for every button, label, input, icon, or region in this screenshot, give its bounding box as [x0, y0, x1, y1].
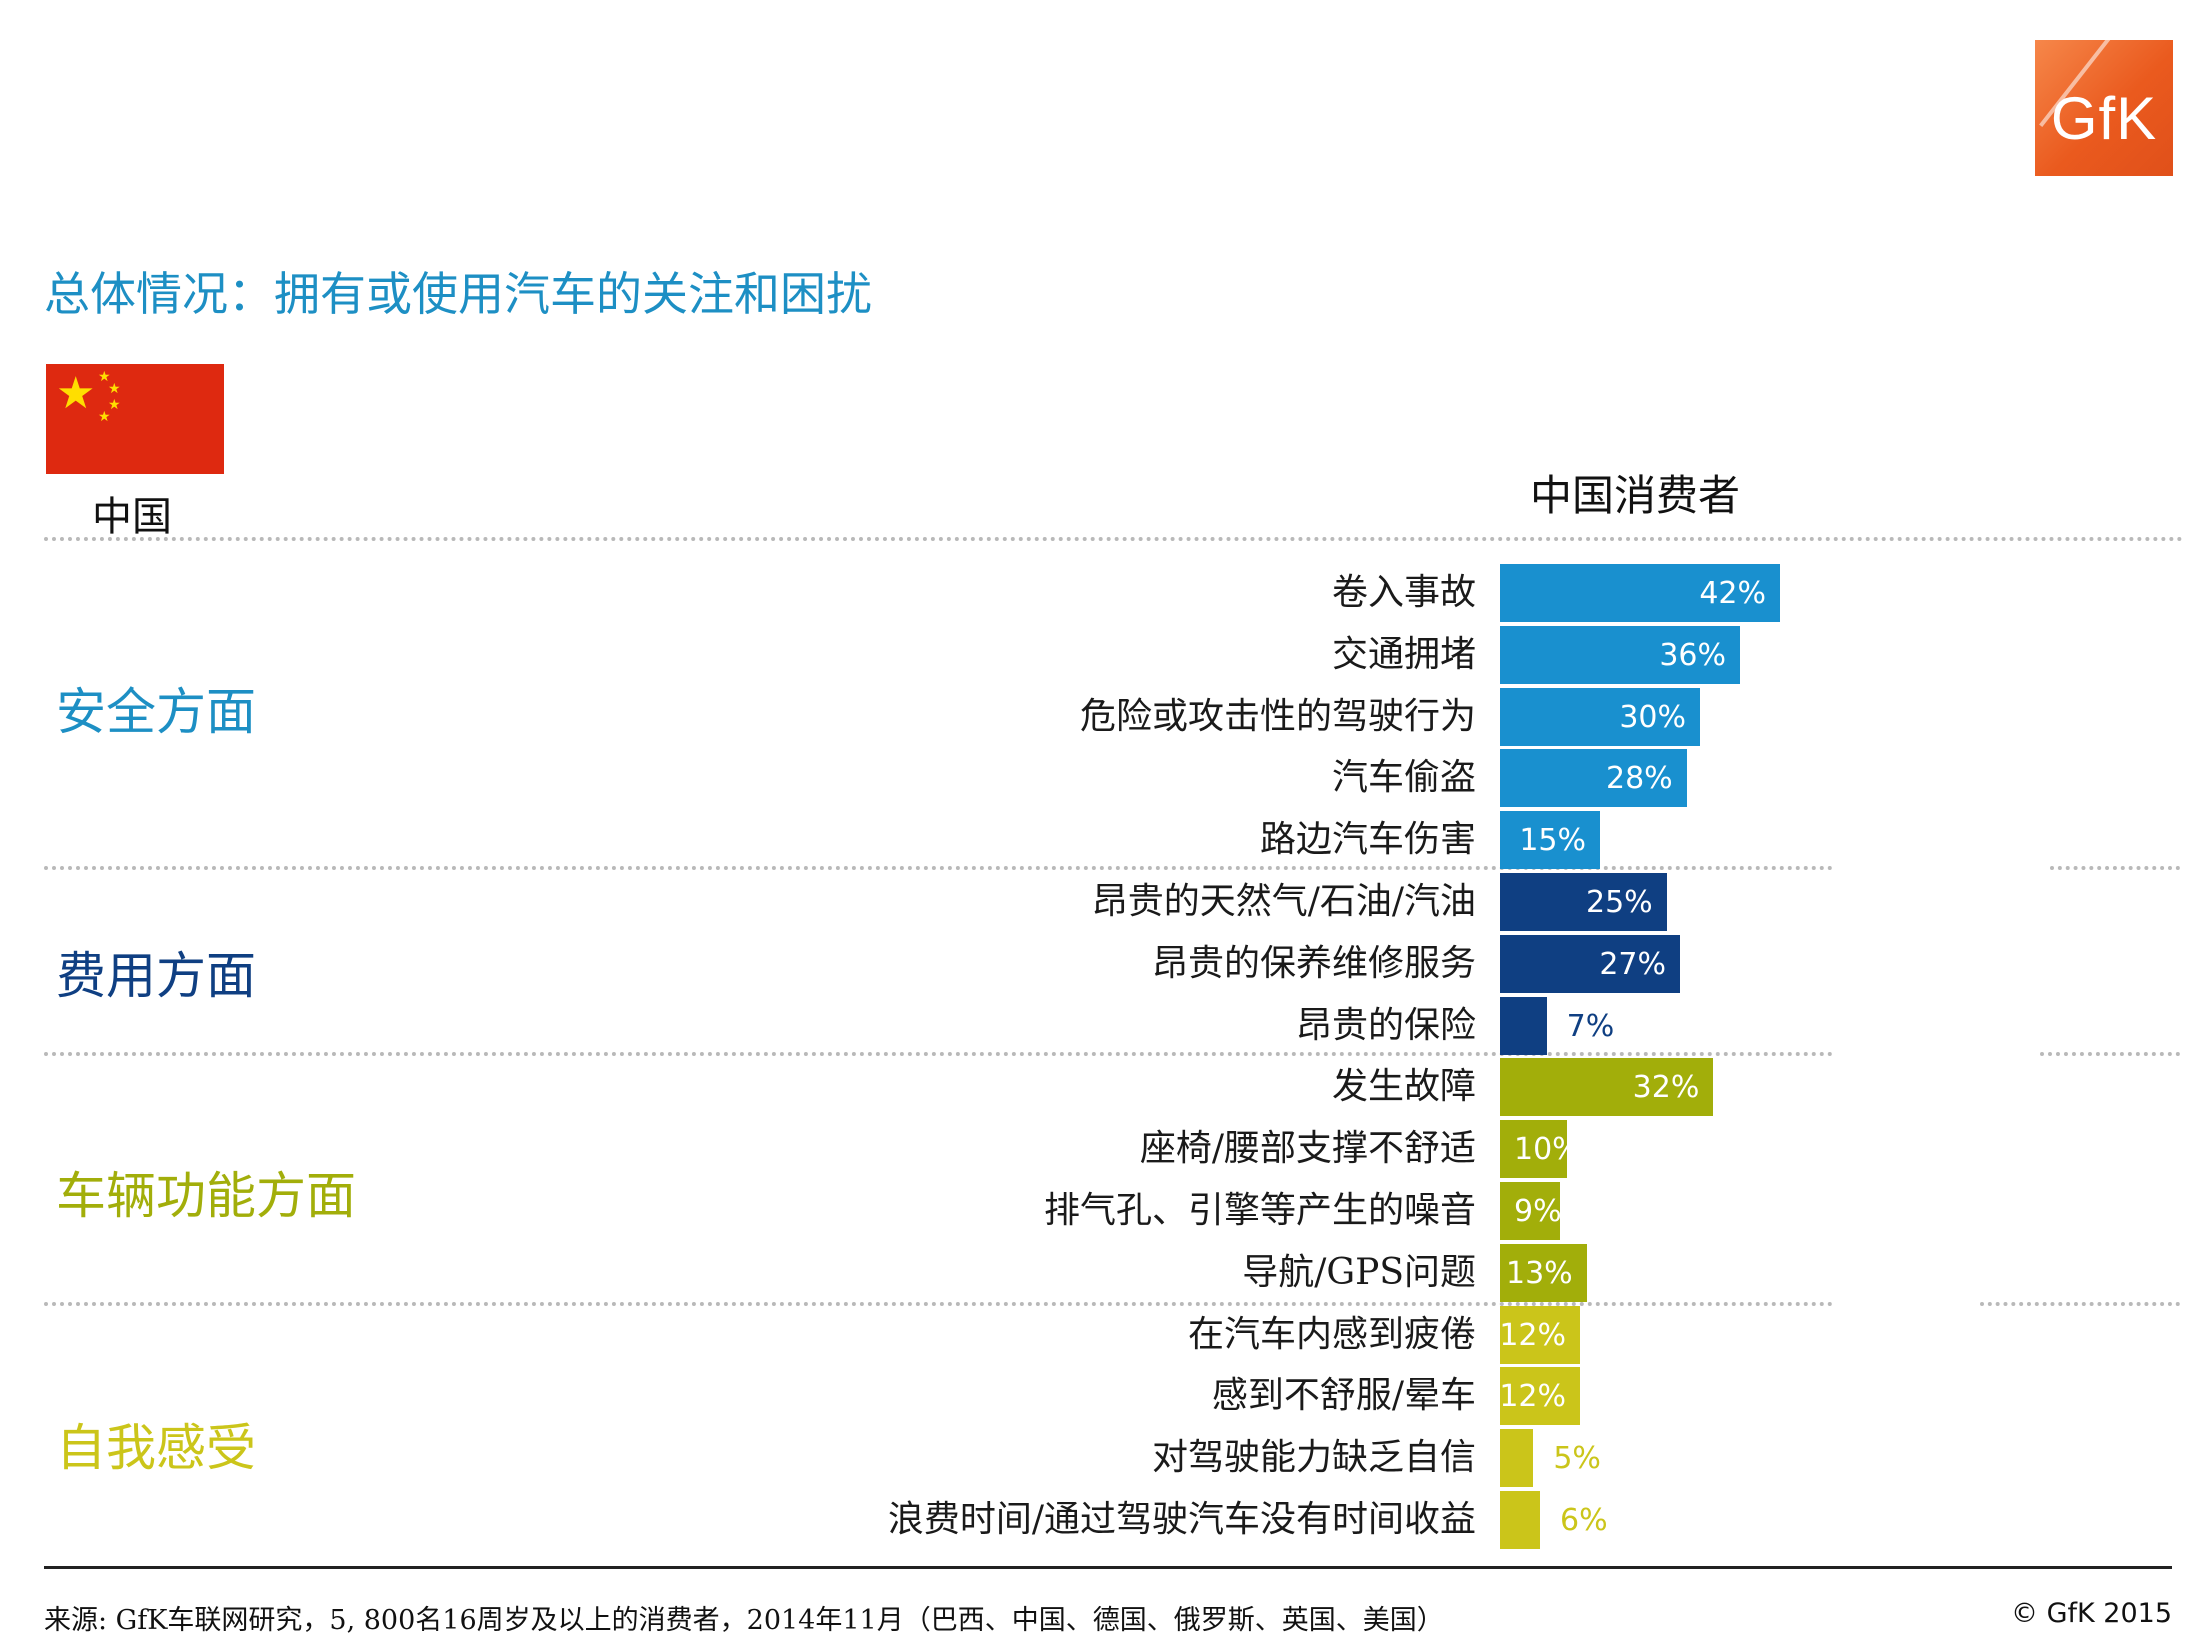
- row-label: 对驾驶能力缺乏自信: [1151, 1437, 1476, 1479]
- footer-divider: [44, 1566, 2172, 1569]
- group-divider: [44, 1302, 1834, 1306]
- section-title-safety: 安全方面: [56, 683, 256, 741]
- bar: [1500, 1243, 1587, 1302]
- china-flag-icon: ★ ★ ★ ★ ★: [46, 364, 224, 474]
- flag-small-star: ★: [98, 409, 111, 425]
- bar-value-label: 7%: [1566, 1008, 1615, 1044]
- flag-small-star: ★: [108, 381, 121, 397]
- bar: [1500, 1305, 1580, 1364]
- row-label: 感到不舒服/晕车: [1211, 1375, 1476, 1417]
- row-label: 昂贵的保养维修服务: [1151, 942, 1476, 984]
- logo-text: GfK: [2050, 85, 2158, 152]
- page-title: 总体情况：拥有或使用汽车的关注和困扰: [44, 267, 872, 321]
- bar: [1500, 749, 1687, 808]
- bar: [1500, 873, 1667, 931]
- bar: [1500, 811, 1600, 870]
- flag-small-star: ★: [98, 369, 111, 385]
- group-divider: [2050, 866, 2180, 870]
- row-label: 路边汽车伤害: [1259, 819, 1476, 861]
- group-divider: [44, 866, 1834, 870]
- row-label: 昂贵的天然气/石油/汽油: [1091, 881, 1476, 922]
- row-label: 导航/GPS问题: [1242, 1251, 1476, 1293]
- bar-value-label: 42%: [1699, 576, 1766, 611]
- source-note: 来源: GfK车联网研究，5, 800名16周岁及以上的消费者，2014年11月…: [44, 1605, 1444, 1636]
- bar-value-label: 28%: [1605, 761, 1673, 797]
- bar: [1500, 1058, 1714, 1117]
- bar-value-label: 12%: [1499, 1379, 1566, 1415]
- bar-value-label: 36%: [1659, 637, 1726, 673]
- bar: [1500, 996, 1547, 1055]
- bar-value-label: 30%: [1619, 699, 1686, 735]
- bar: [1500, 687, 1700, 746]
- bar-value-label: 12%: [1499, 1317, 1566, 1353]
- flag-big-star: ★: [56, 368, 96, 419]
- bar: [1500, 625, 1740, 684]
- section-title-cost: 费用方面: [56, 947, 256, 1005]
- row-label: 发生故障: [1331, 1066, 1476, 1108]
- section-title-function: 车辆功能方面: [56, 1167, 356, 1225]
- flag-small-star: ★: [108, 397, 121, 413]
- row-label: 危险或攻击性的驾驶行为: [1079, 695, 1476, 737]
- bar-value-label: 10%: [1514, 1132, 1567, 1168]
- bar: [1500, 564, 1780, 622]
- bar: [1500, 1429, 1534, 1488]
- bar-value-label: 32%: [1632, 1070, 1700, 1106]
- bar-value-label: 6%: [1560, 1503, 1608, 1538]
- group-divider: [44, 1052, 1834, 1056]
- row-label: 交通拥堵: [1331, 633, 1476, 675]
- row-label: 昂贵的保险: [1295, 1004, 1476, 1046]
- bar: [1500, 1367, 1580, 1426]
- bar-value-label: 15%: [1519, 823, 1586, 859]
- group-divider: [2040, 1052, 2180, 1056]
- row-label: 卷入事故: [1331, 572, 1476, 613]
- gfk-logo: GfK: [2035, 40, 2173, 176]
- section-title-feelings: 自我感受: [56, 1419, 256, 1477]
- row-label: 在汽车内感到疲倦: [1187, 1313, 1476, 1355]
- bar-value-label: 27%: [1599, 946, 1666, 982]
- row-label: 排气孔、引擎等产生的噪音: [1043, 1190, 1476, 1231]
- bar: 10%: [1500, 1120, 1567, 1179]
- chart-title: 中国消费者: [1530, 471, 1741, 520]
- row-label: 浪费时间/通过驾驶汽车没有时间收益: [887, 1499, 1476, 1540]
- row-label: 汽车偷盗: [1331, 757, 1476, 799]
- bar: [1500, 1491, 1540, 1549]
- copyright: © GfK 2015: [2010, 1598, 2172, 1629]
- bar-value-label: 13%: [1505, 1255, 1573, 1291]
- header-divider: [44, 537, 2184, 541]
- bar-value-label: 9%: [1514, 1194, 1560, 1229]
- bar: [1500, 934, 1680, 993]
- row-label: 座椅/腰部支撑不舒适: [1139, 1128, 1476, 1170]
- bar-value-label: 5%: [1553, 1441, 1601, 1477]
- country-label: 中国: [92, 494, 172, 540]
- bar-value-label: 25%: [1585, 885, 1653, 920]
- group-divider: [1980, 1302, 2180, 1306]
- bar: 9%: [1500, 1182, 1560, 1240]
